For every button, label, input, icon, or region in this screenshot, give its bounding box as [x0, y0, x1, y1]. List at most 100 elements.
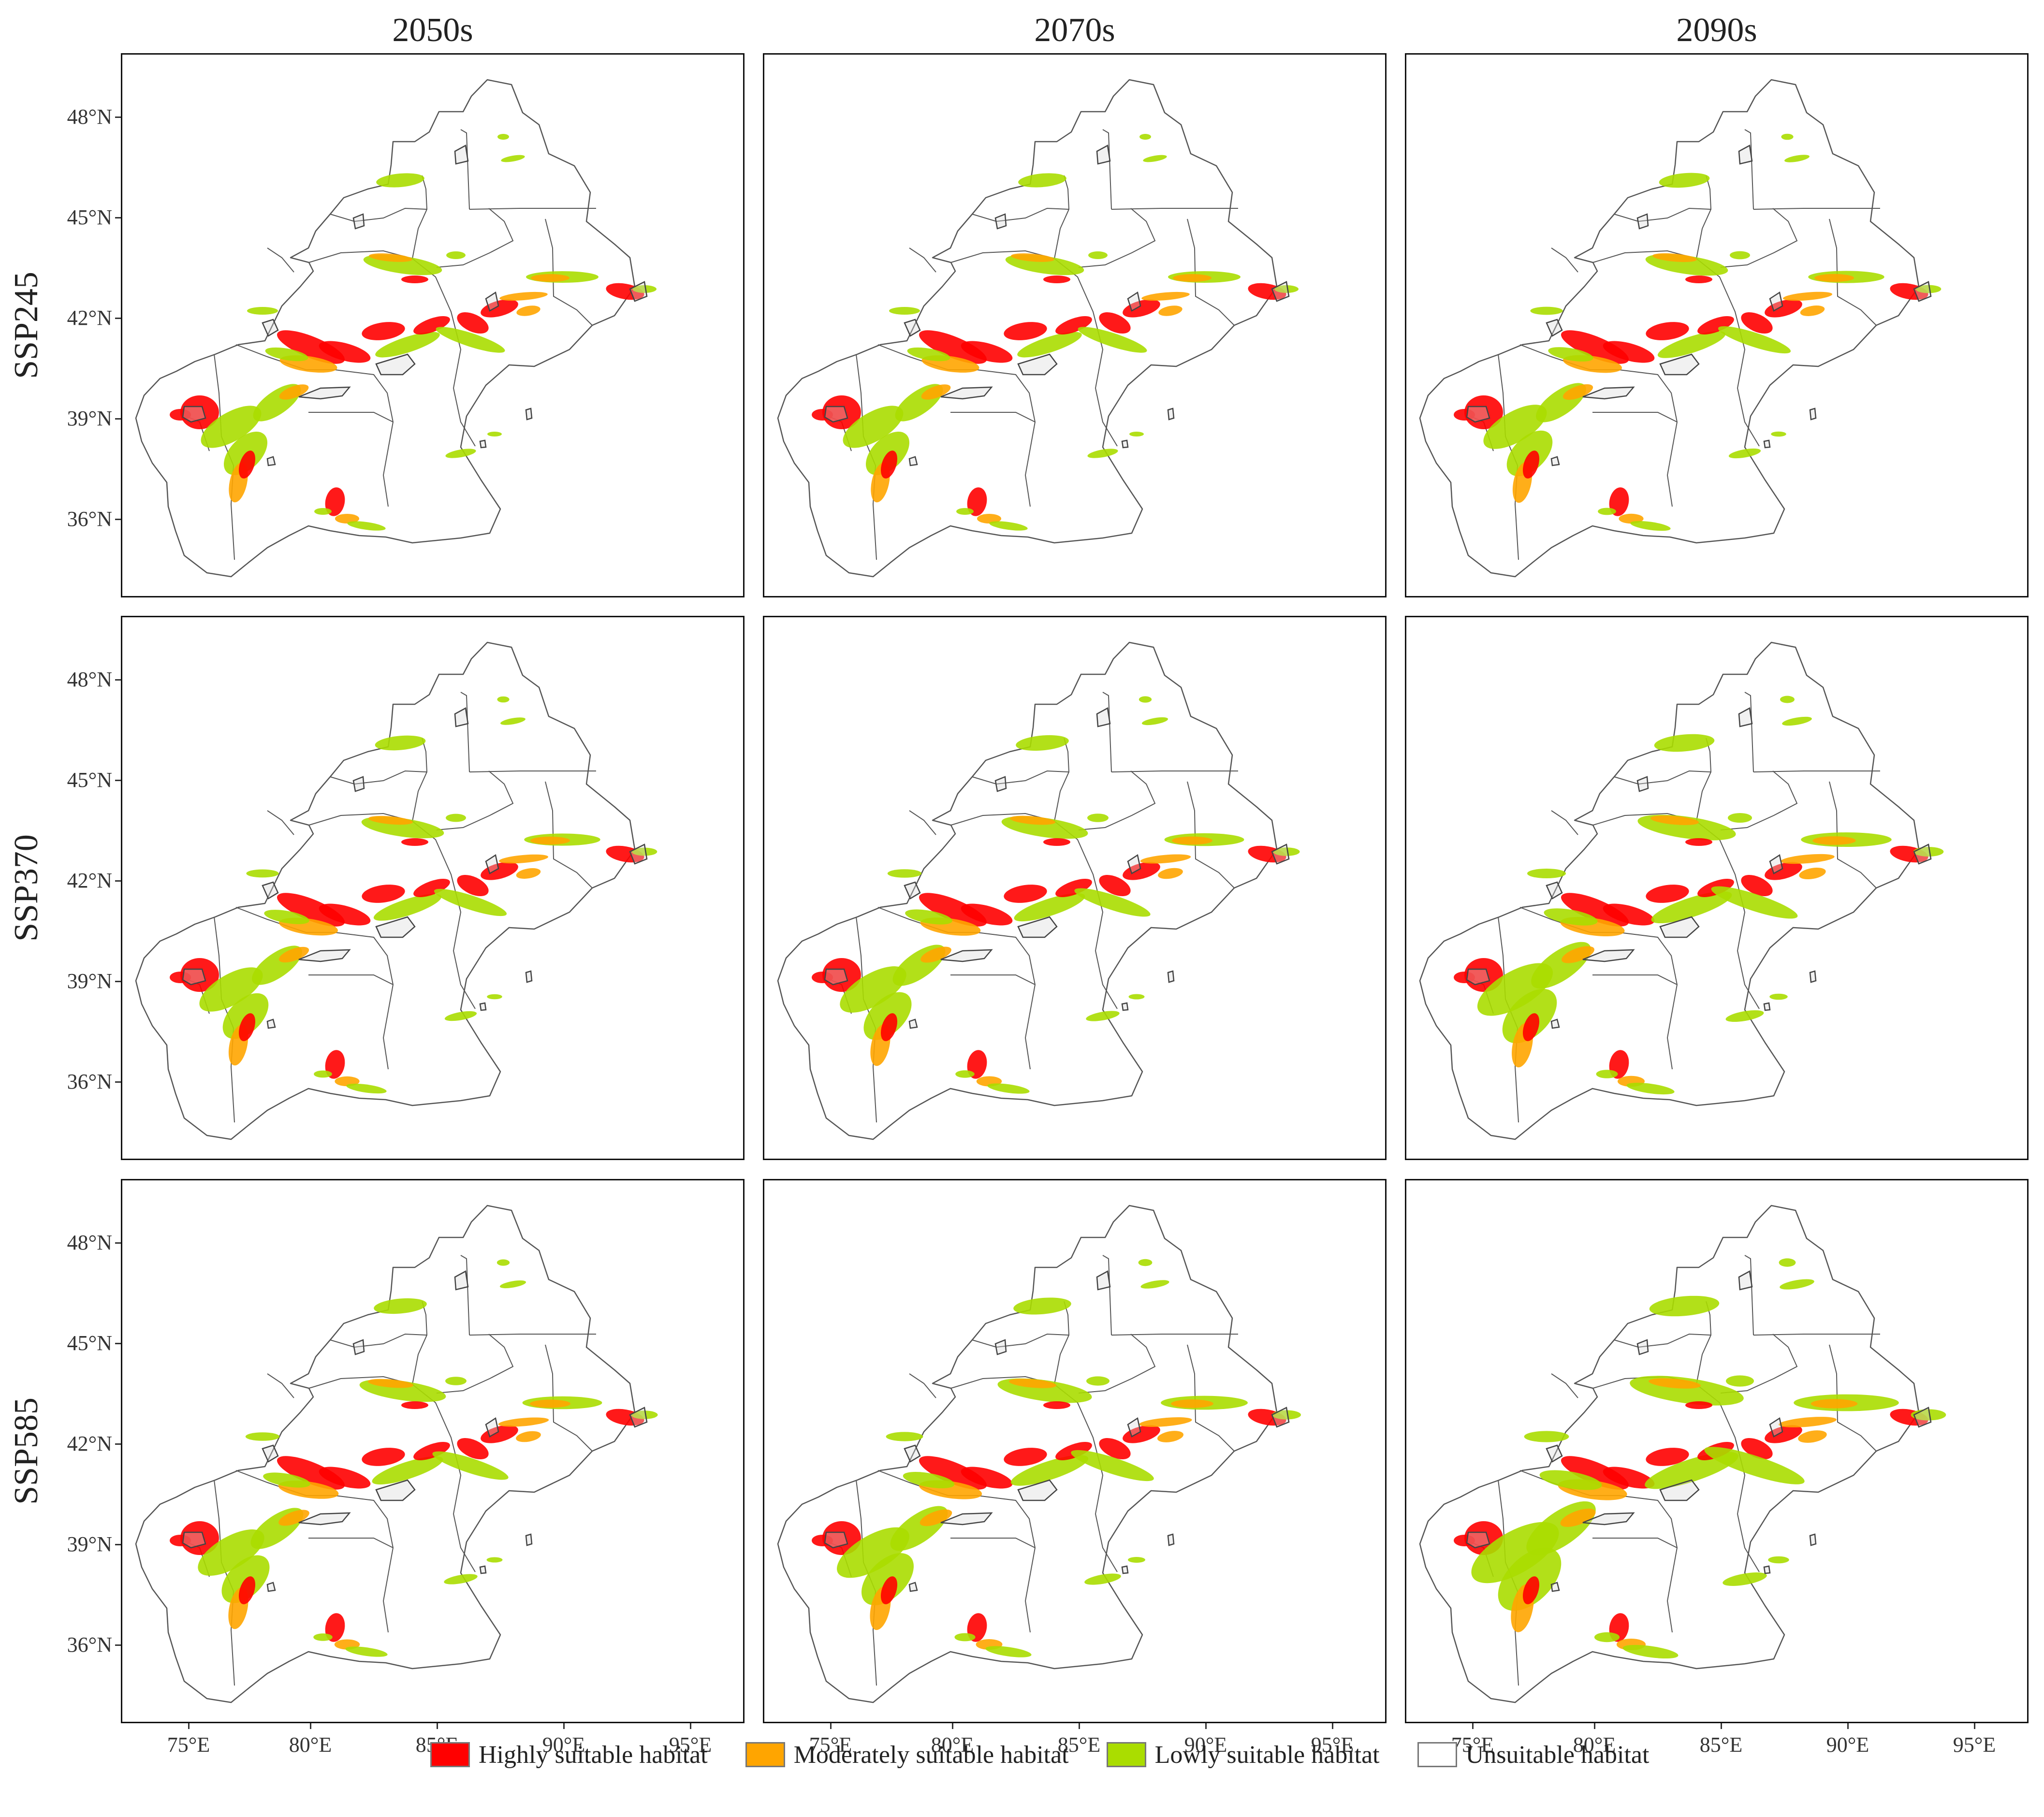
- low-suitability-patch: [347, 521, 386, 531]
- prefecture-boundary: [469, 208, 596, 210]
- high-suitability-patch: [457, 1438, 489, 1460]
- protected-area: [375, 1479, 416, 1501]
- protected-area: [824, 1531, 848, 1549]
- high-suitability-patch: [967, 1050, 987, 1079]
- legend-item-low: Lowly suitable habitat: [1106, 1741, 1380, 1769]
- latitude-tick: [115, 780, 121, 781]
- protected-area: [485, 1417, 499, 1438]
- low-suitability-patch: [1596, 1070, 1618, 1078]
- moderate-suitability-patch: [1158, 305, 1183, 316]
- moderate-suitability-patch: [1650, 815, 1699, 825]
- prefecture-boundary: [1078, 770, 1156, 830]
- prefecture-boundary: [267, 810, 294, 835]
- low-suitability-patch: [843, 406, 904, 448]
- high-suitability-patch: [1765, 862, 1802, 880]
- moderate-suitability-patch: [977, 514, 1001, 523]
- low-suitability-patch: [1071, 1450, 1154, 1482]
- protected-area: [525, 1533, 533, 1546]
- longitude-label: 75°E: [809, 1733, 852, 1757]
- legend-swatch-high: [430, 1742, 470, 1767]
- moderate-suitability-patch: [531, 274, 569, 282]
- prefecture-boundary: [972, 1333, 1069, 1348]
- low-suitability-patch: [955, 1070, 975, 1078]
- longitude-tick: [1847, 1723, 1849, 1729]
- prefecture-boundary: [950, 250, 1118, 447]
- map-panel-ssp245-2090s: [1405, 53, 2029, 597]
- high-suitability-patch: [325, 1613, 345, 1642]
- moderate-suitability-patch: [498, 854, 549, 864]
- low-suitability-patch: [265, 347, 308, 362]
- longitude-label: 90°E: [1826, 1733, 1869, 1757]
- high-suitability-patch: [1004, 885, 1047, 903]
- moderate-suitability-patch: [278, 1510, 309, 1526]
- longitude-tick: [1721, 1723, 1722, 1729]
- high-suitability-patch: [325, 1050, 345, 1079]
- protected-area: [1582, 1512, 1635, 1526]
- protected-area: [1096, 1270, 1111, 1291]
- longitude-label: 95°E: [669, 1733, 712, 1757]
- high-suitability-patch: [1741, 874, 1773, 897]
- latitude-label: 48°N: [67, 668, 112, 691]
- prefecture-boundary: [1753, 770, 1880, 772]
- prefecture-boundary: [1744, 1255, 1754, 1336]
- moderate-suitability-patch: [1799, 867, 1826, 880]
- prefecture-boundary: [1614, 770, 1711, 785]
- protected-area: [1096, 707, 1111, 727]
- high-suitability-patch: [1454, 972, 1475, 983]
- protected-area: [1769, 854, 1783, 874]
- protected-area: [485, 291, 499, 312]
- high-suitability-patch: [1765, 299, 1802, 318]
- protected-area: [1809, 407, 1817, 421]
- high-suitability-patch: [413, 316, 450, 334]
- map-svg: [135, 79, 657, 578]
- protected-area: [182, 406, 206, 423]
- latitude-tick: [115, 1343, 121, 1344]
- moderate-suitability-patch: [1141, 291, 1190, 301]
- low-suitability-patch: [1626, 1082, 1675, 1095]
- high-suitability-patch: [401, 1401, 428, 1409]
- low-suitability-patch: [1530, 306, 1563, 315]
- longitude-label: 80°E: [289, 1733, 332, 1757]
- legend-label-low: Lowly suitable habitat: [1154, 1741, 1380, 1769]
- latitude-label: 42°N: [67, 306, 112, 330]
- protected-area: [298, 949, 351, 962]
- high-suitability-patch: [319, 1467, 371, 1489]
- protected-area: [824, 406, 848, 423]
- prefecture-boundary: [909, 810, 936, 835]
- low-suitability-patch: [372, 1456, 443, 1485]
- moderate-suitability-patch: [920, 1509, 952, 1526]
- protected-area: [1582, 949, 1635, 962]
- latitude-label: 39°N: [67, 407, 112, 430]
- low-suitability-patch: [1017, 332, 1082, 358]
- longitude-label: 75°E: [167, 1733, 210, 1757]
- high-suitability-patch: [1099, 874, 1131, 897]
- high-suitability-patch: [1646, 885, 1689, 903]
- longitude-tick: [952, 1723, 953, 1729]
- low-suitability-patch: [487, 994, 502, 1000]
- moderate-suitability-patch: [1810, 1399, 1858, 1409]
- legend-swatch-unsuitable: [1417, 1742, 1457, 1767]
- prefecture-boundary: [545, 218, 593, 326]
- protected-area: [1127, 854, 1141, 874]
- high-suitability-patch: [170, 1535, 191, 1546]
- low-suitability-patch: [434, 888, 507, 916]
- high-suitability-patch: [362, 885, 405, 903]
- row-title-ssp585: SSP585: [8, 1397, 45, 1505]
- prefecture-boundary: [308, 1376, 476, 1572]
- low-suitability-patch: [501, 155, 525, 162]
- protected-area: [1738, 1270, 1753, 1291]
- moderate-suitability-patch: [335, 514, 359, 523]
- low-suitability-patch: [1141, 717, 1168, 726]
- moderate-suitability-patch: [1009, 815, 1056, 825]
- high-suitability-patch: [1004, 322, 1047, 340]
- high-suitability-patch: [1055, 316, 1092, 334]
- low-suitability-patch: [886, 1432, 923, 1441]
- protected-area: [266, 456, 276, 466]
- low-suitability-patch: [1129, 432, 1144, 436]
- map-svg: [777, 1205, 1301, 1703]
- prefecture-boundary: [1829, 1344, 1877, 1452]
- high-suitability-patch: [1043, 276, 1070, 283]
- low-suitability-patch: [1723, 1572, 1767, 1586]
- protected-area: [479, 439, 487, 449]
